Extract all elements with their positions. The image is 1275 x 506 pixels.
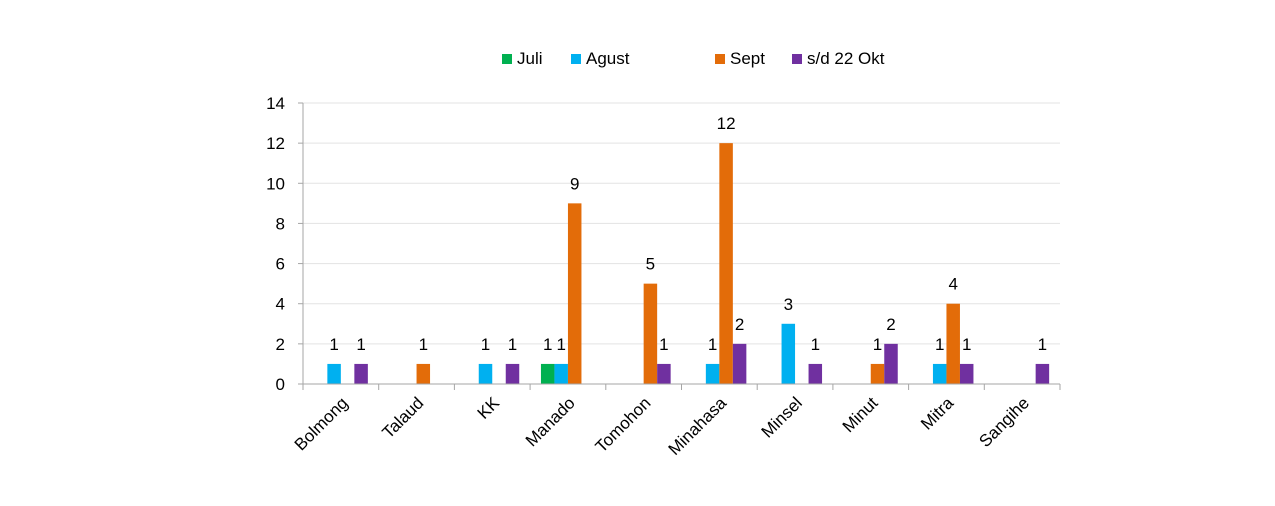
bar-s-d-22-okt-sangihe	[1035, 363, 1050, 384]
data-label: 1	[508, 335, 517, 354]
x-tick-label: Mitra	[917, 393, 958, 434]
data-label: 1	[962, 335, 971, 354]
bar-s-d-22-okt-bolmong	[354, 363, 368, 384]
bar-agust-bolmong	[327, 363, 341, 384]
bar-agust-mitra	[932, 363, 947, 384]
x-tick-label: Minahasa	[665, 393, 731, 459]
y-tick-label: 2	[276, 335, 285, 354]
x-tick-label: Bolmong	[291, 393, 352, 454]
bar-agust-kk	[478, 363, 493, 384]
data-label: 1	[811, 335, 820, 354]
data-label: 1	[935, 335, 944, 354]
gridlines	[303, 102, 1060, 345]
bar-s-d-22-okt-minahasa	[732, 343, 747, 384]
data-label: 5	[646, 255, 655, 274]
bar-juli-manado	[540, 363, 555, 384]
y-axis: 0 2 4 6 8 10 12 14	[266, 94, 304, 394]
data-label: 2	[735, 315, 744, 334]
data-label: 2	[886, 315, 895, 334]
bar-sept-manado	[567, 203, 582, 384]
data-label: 1	[708, 335, 717, 354]
legend-label: Sept	[730, 49, 765, 68]
bar-sept-minut	[870, 363, 885, 384]
x-tick-label: Manado	[522, 393, 579, 450]
legend: Juli Agust Sept s/d 22 Okt	[502, 49, 885, 68]
y-tick-label: 12	[266, 134, 285, 153]
y-tick-label: 0	[276, 375, 285, 394]
data-label: 1	[419, 335, 428, 354]
legend-swatch	[715, 54, 725, 64]
legend-swatch	[502, 54, 512, 64]
x-tick-label: Talaud	[379, 393, 428, 442]
legend-label: s/d 22 Okt	[807, 49, 885, 68]
data-label: 1	[329, 335, 338, 354]
x-tick-label: KK	[474, 393, 504, 423]
y-tick-label: 10	[266, 174, 285, 193]
legend-swatch	[792, 54, 802, 64]
bar-s-d-22-okt-minut	[884, 343, 898, 384]
data-label: 12	[717, 114, 736, 133]
legend-label: Agust	[586, 49, 630, 68]
bar-sept-tomohon	[643, 283, 658, 384]
bar-sept-talaud	[416, 363, 431, 384]
x-tick-label: Sangihe	[975, 393, 1033, 451]
data-label: 9	[570, 174, 579, 193]
x-tick-label: Minsel	[758, 393, 806, 441]
bar-s-d-22-okt-kk	[505, 363, 520, 384]
bar-agust-minsel	[781, 323, 796, 384]
bar-s-d-22-okt-minsel	[808, 363, 823, 384]
y-tick-label: 6	[276, 255, 285, 274]
bars	[327, 143, 1050, 384]
x-tick-label: Tomohon	[592, 393, 655, 456]
data-label: 1	[659, 335, 668, 354]
bar-s-d-22-okt-tomohon	[657, 363, 671, 384]
y-tick-label: 4	[276, 295, 285, 314]
bar-sept-minahasa	[719, 143, 733, 384]
data-label: 4	[948, 275, 957, 294]
x-tick-label: Minut	[839, 393, 882, 436]
legend-label: Juli	[517, 49, 543, 68]
x-axis: Bolmong Talaud KK Manado Tomohon Minahasa Mins…	[291, 383, 1061, 459]
bar-sept-mitra	[946, 303, 960, 384]
y-tick-label: 8	[276, 214, 285, 233]
data-label: 1	[556, 335, 565, 354]
data-label: 1	[543, 335, 552, 354]
bar-agust-minahasa	[705, 363, 720, 384]
legend-swatch	[571, 54, 581, 64]
bar-agust-manado	[554, 363, 568, 384]
data-label: 1	[873, 335, 882, 354]
data-label: 1	[356, 335, 365, 354]
y-tick-label: 14	[266, 94, 285, 113]
data-label: 1	[481, 335, 490, 354]
data-label: 1	[1038, 335, 1047, 354]
bar-s-d-22-okt-mitra	[959, 363, 974, 384]
data-label: 3	[784, 295, 793, 314]
